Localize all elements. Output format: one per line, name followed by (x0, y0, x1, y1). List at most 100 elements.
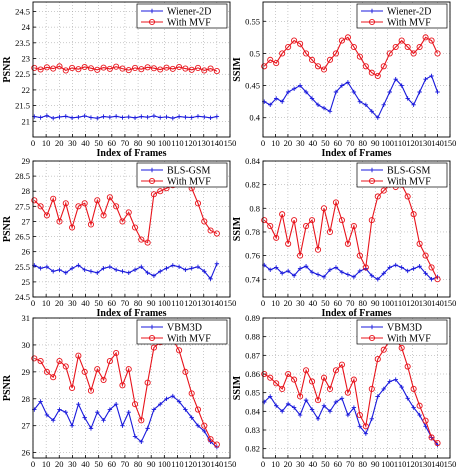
data-point-circle (106, 65, 113, 72)
data-point-circle (416, 402, 423, 409)
x-tick-label: 90 (147, 298, 156, 308)
y-tick-label: 28.5 (15, 171, 30, 181)
data-point-circle (428, 264, 435, 271)
series-line-blue (263, 378, 438, 446)
x-axis-label: Index of Frames (97, 308, 167, 319)
y-tick-label: 0.84 (245, 406, 261, 416)
chart-panel-p1: 0 10 20 30 40 50 60 70 80 90 100 110 120 130 140 150 21 2… (2, 1, 237, 159)
data-point-circle (434, 50, 441, 57)
x-tick-label: 40 (309, 138, 318, 148)
data-point-plus (107, 407, 113, 412)
legend-marker-circle (368, 177, 376, 185)
data-point-plus (63, 114, 68, 119)
x-tick-label: 150 (444, 459, 457, 469)
data-point-circle (374, 193, 381, 200)
chart-panel-p5: 0 10 20 30 40 50 60 70 80 90 100 110 120 130 140 150 26 2… (2, 313, 236, 469)
data-point-plus (375, 277, 380, 282)
x-tick-label: 80 (134, 138, 143, 148)
data-point-plus (345, 80, 351, 85)
data-point-plus (303, 89, 309, 95)
x-tick-label: 60 (334, 138, 343, 148)
x-tick-label: 70 (121, 138, 130, 148)
x-tick-label: 120 (184, 459, 197, 469)
x-tick-label: 110 (394, 459, 406, 469)
data-point-circle (267, 56, 274, 63)
data-point-circle (125, 67, 132, 74)
data-point-plus (417, 89, 422, 95)
y-tick-label: 29 (22, 156, 31, 166)
data-point-circle (398, 344, 405, 351)
data-point-circle (125, 209, 132, 216)
x-tick-label: 40 (81, 138, 90, 148)
legend-box (356, 162, 448, 188)
x-tick-label: 80 (358, 459, 367, 469)
data-point-circle (100, 64, 107, 71)
data-point-plus (357, 99, 363, 104)
x-tick-label: 40 (309, 298, 318, 308)
legend-marker-circle (368, 18, 376, 26)
data-point-circle (81, 200, 88, 207)
data-point-plus (357, 424, 363, 429)
legend-box (356, 3, 448, 29)
chart-panels: 0 10 20 30 40 50 60 70 80 90 100 110 120 130 140 150212… (2, 1, 457, 469)
data-point-plus (435, 89, 440, 95)
data-point-circle (374, 72, 381, 79)
data-point-circle (362, 264, 369, 271)
x-tick-label: 120 (184, 298, 197, 308)
data-point-plus (363, 102, 369, 108)
y-tick-label: 0.89 (245, 313, 260, 323)
data-point-circle (285, 43, 292, 51)
x-tick-label: 10 (42, 138, 51, 148)
data-point-plus (285, 401, 291, 407)
data-point-circle (201, 218, 208, 225)
y-tick-label: 22.5 (15, 69, 30, 79)
x-tick-label: 150 (444, 138, 457, 148)
data-point-circle (113, 203, 120, 210)
x-tick-label: 150 (224, 138, 237, 148)
data-point-circle (326, 385, 334, 392)
data-point-plus (170, 115, 176, 121)
x-tick-label: 140 (210, 138, 223, 148)
x-tick-label: 90 (371, 459, 380, 469)
x-tick-label: 20 (55, 298, 64, 308)
x-tick-label: 50 (94, 459, 103, 469)
axes-frame (262, 317, 451, 459)
data-point-plus (126, 410, 131, 415)
data-point-circle (94, 366, 101, 373)
data-point-plus (145, 115, 150, 120)
x-tick-label: 10 (42, 298, 51, 308)
data-point-circle (386, 50, 393, 57)
y-tick-label: 22 (22, 85, 31, 95)
data-point-plus (189, 266, 194, 271)
data-point-plus (387, 89, 392, 95)
y-axis-label: PSNR (2, 215, 13, 242)
data-point-circle (356, 412, 363, 419)
data-point-circle (380, 346, 387, 353)
data-point-plus (95, 115, 100, 121)
data-point-plus (76, 115, 81, 120)
x-tick-label: 150 (444, 298, 457, 308)
data-point-plus (176, 399, 182, 404)
series-line-red (263, 36, 438, 77)
data-point-circle (144, 239, 151, 246)
data-point-plus (57, 407, 62, 412)
data-point-circle (201, 422, 208, 429)
data-point-plus (351, 274, 357, 280)
x-tick-label: 0 (31, 459, 35, 469)
chart-panel-p2: 0 10 20 30 40 50 60 70 80 90 100 110 120 130 140 150 0.4… (232, 1, 457, 159)
data-point-circle (314, 397, 322, 404)
legend-label: VBM3D (167, 323, 202, 334)
x-tick-label: 30 (296, 459, 305, 469)
x-tick-label: 90 (371, 138, 380, 148)
data-point-circle (100, 212, 107, 219)
legend-marker-plus (369, 167, 375, 173)
series-line-red (263, 337, 438, 444)
data-point-plus (145, 270, 150, 276)
data-point-plus (417, 264, 422, 269)
x-tick-label: 50 (321, 459, 330, 469)
axes-frame (32, 317, 231, 459)
data-point-circle (182, 368, 189, 375)
series-line-red (263, 184, 438, 280)
series-line-blue (263, 75, 439, 119)
data-point-plus (381, 102, 386, 108)
